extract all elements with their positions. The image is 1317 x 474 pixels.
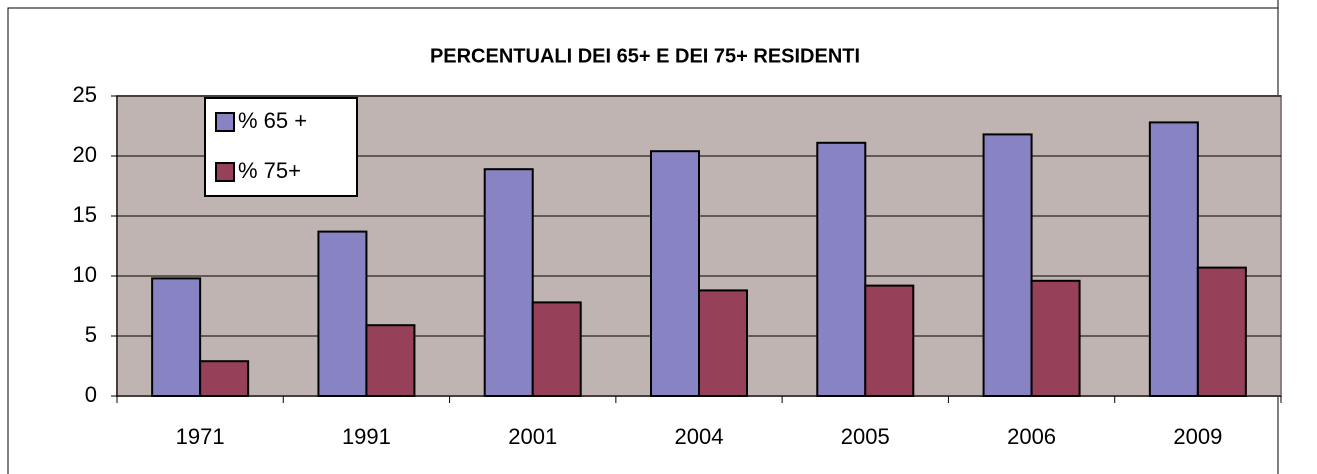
- x-tick-label: 1991: [342, 424, 391, 449]
- bar: [199, 360, 250, 398]
- y-tick-label: 20: [73, 142, 97, 167]
- bar: [1196, 266, 1247, 397]
- x-tick-label: 2009: [1173, 424, 1222, 449]
- y-tick-label: 5: [85, 322, 97, 347]
- bar: [483, 168, 534, 397]
- legend-swatch: [215, 162, 235, 182]
- bar: [650, 150, 700, 397]
- bar: [317, 230, 368, 397]
- legend-label: % 65 +: [238, 108, 307, 133]
- legend-swatch: [215, 112, 235, 132]
- bar: [982, 133, 1033, 397]
- bar: [531, 301, 582, 397]
- bar: [864, 284, 915, 398]
- x-tick-label: 1971: [176, 424, 225, 449]
- bar: [816, 141, 867, 397]
- y-tick-label: 0: [85, 382, 97, 407]
- bar: [365, 324, 416, 398]
- bar: [1030, 279, 1081, 397]
- bar: [151, 277, 202, 397]
- y-tick-label: 25: [73, 82, 97, 107]
- x-tick-label: 2005: [841, 424, 890, 449]
- legend-label: % 75+: [238, 158, 301, 183]
- y-tick-label: 10: [73, 262, 97, 287]
- chart-title: PERCENTUALI DEI 65+ E DEI 75+ RESIDENTI: [430, 45, 860, 67]
- x-tick-label: 2001: [508, 424, 557, 449]
- x-tick-label: 2006: [1007, 424, 1056, 449]
- bar: [698, 289, 748, 397]
- x-tick-label: 2004: [675, 424, 724, 449]
- bar: [1148, 121, 1199, 398]
- y-tick-label: 15: [73, 202, 97, 227]
